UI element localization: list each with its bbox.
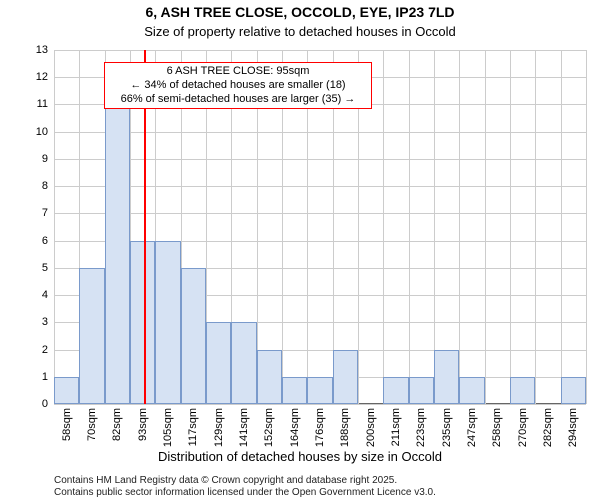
y-tick-label: 9 (42, 153, 54, 165)
chart-subtitle: Size of property relative to detached ho… (0, 24, 600, 39)
chart-root: 6, ASH TREE CLOSE, OCCOLD, EYE, IP23 7LD… (0, 0, 600, 500)
gridline-v (485, 50, 486, 404)
y-tick-label: 3 (42, 316, 54, 328)
histogram-bar (105, 104, 130, 404)
y-tick-label: 0 (42, 398, 54, 410)
x-tick-label: 70sqm (86, 404, 98, 441)
histogram-bar (155, 241, 180, 404)
x-tick-label: 258sqm (491, 404, 503, 447)
x-tick-label: 176sqm (314, 404, 326, 447)
chart-title: 6, ASH TREE CLOSE, OCCOLD, EYE, IP23 7LD (0, 4, 600, 20)
y-tick-label: 8 (42, 180, 54, 192)
footer-line-1: Contains HM Land Registry data © Crown c… (54, 475, 594, 487)
gridline-h (54, 50, 586, 51)
histogram-bar (231, 322, 256, 404)
histogram-bar (54, 377, 79, 404)
x-tick-label: 282sqm (542, 404, 554, 447)
x-tick-label: 200sqm (365, 404, 377, 447)
footer-line-2: Contains public sector information licen… (54, 487, 594, 499)
histogram-bar (79, 268, 104, 404)
histogram-bar (510, 377, 535, 404)
x-tick-label: 129sqm (213, 404, 225, 447)
gridline-v (383, 50, 384, 404)
y-tick-label: 2 (42, 344, 54, 356)
y-tick-label: 4 (42, 289, 54, 301)
gridline-v (510, 50, 511, 404)
histogram-bar (333, 350, 358, 404)
histogram-bar (130, 241, 155, 404)
histogram-bar (383, 377, 408, 404)
y-tick-label: 7 (42, 207, 54, 219)
histogram-bar (434, 350, 459, 404)
x-tick-label: 270sqm (517, 404, 529, 447)
gridline-v (459, 50, 460, 404)
x-tick-label: 117sqm (187, 404, 199, 446)
x-tick-label: 93sqm (137, 404, 149, 441)
y-tick-label: 10 (36, 126, 54, 138)
histogram-bar (561, 377, 586, 404)
x-tick-label: 82sqm (111, 404, 123, 441)
gridline-h (54, 186, 586, 187)
y-tick-label: 11 (37, 98, 54, 110)
histogram-bar (257, 350, 282, 404)
x-tick-label: 247sqm (466, 404, 478, 447)
annotation-line: 66% of semi-detached houses are larger (… (109, 93, 367, 107)
x-tick-label: 211sqm (390, 404, 402, 446)
gridline-v (561, 50, 562, 404)
x-tick-label: 58sqm (61, 404, 73, 441)
gridline-v (535, 50, 536, 404)
x-tick-label: 188sqm (339, 404, 351, 447)
x-tick-label: 223sqm (415, 404, 427, 447)
histogram-bar (181, 268, 206, 404)
x-tick-label: 105sqm (162, 404, 174, 447)
gridline-h (54, 159, 586, 160)
x-tick-label: 141sqm (238, 404, 250, 447)
gridline-v (586, 50, 587, 404)
annotation-line: 6 ASH TREE CLOSE: 95sqm (109, 65, 367, 79)
annotation-line: ← 34% of detached houses are smaller (18… (109, 79, 367, 93)
gridline-h (54, 132, 586, 133)
y-tick-label: 5 (42, 262, 54, 274)
y-tick-label: 13 (36, 44, 54, 56)
x-tick-label: 294sqm (567, 404, 579, 447)
histogram-bar (409, 377, 434, 404)
attribution-footer: Contains HM Land Registry data © Crown c… (54, 475, 594, 498)
x-tick-label: 164sqm (289, 404, 301, 447)
y-tick-label: 1 (42, 371, 54, 383)
gridline-h (54, 213, 586, 214)
plot-area: 01234567891011121358sqm70sqm82sqm93sqm10… (54, 50, 586, 404)
histogram-bar (282, 377, 307, 404)
gridline-v (54, 50, 55, 404)
x-tick-label: 152sqm (263, 404, 275, 447)
y-tick-label: 6 (42, 235, 54, 247)
y-tick-label: 12 (36, 71, 54, 83)
histogram-bar (459, 377, 484, 404)
histogram-bar (206, 322, 231, 404)
gridline-v (409, 50, 410, 404)
x-tick-label: 235sqm (441, 404, 453, 447)
histogram-bar (307, 377, 332, 404)
x-axis-label: Distribution of detached houses by size … (0, 449, 600, 464)
annotation-box: 6 ASH TREE CLOSE: 95sqm← 34% of detached… (104, 62, 372, 109)
